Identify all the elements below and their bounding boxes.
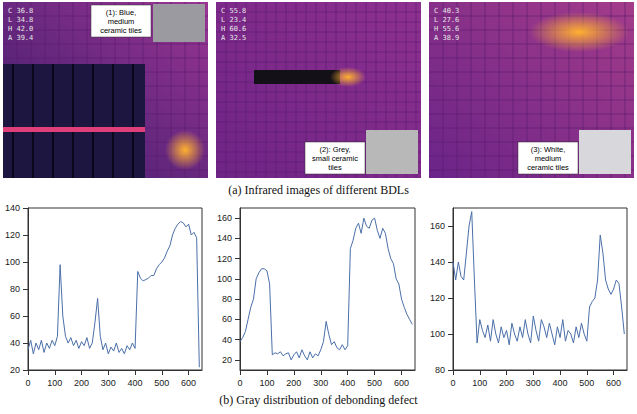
svg-text:100: 100 xyxy=(47,378,62,388)
svg-text:80: 80 xyxy=(222,294,232,304)
svg-text:0: 0 xyxy=(450,378,455,388)
svg-text:500: 500 xyxy=(154,378,169,388)
svg-text:140: 140 xyxy=(5,203,20,213)
svg-text:C 55.8: C 55.8 xyxy=(221,7,246,15)
svg-text:0: 0 xyxy=(25,378,30,388)
svg-text:L 34.8: L 34.8 xyxy=(8,16,33,24)
svg-text:0: 0 xyxy=(237,378,242,388)
svg-text:medium: medium xyxy=(535,154,562,163)
svg-text:300: 300 xyxy=(313,378,328,388)
svg-text:120: 120 xyxy=(430,293,445,303)
svg-text:60: 60 xyxy=(10,311,20,321)
svg-text:100: 100 xyxy=(472,378,487,388)
svg-text:small ceramic: small ceramic xyxy=(312,154,358,163)
svg-text:600: 600 xyxy=(181,378,196,388)
svg-text:400: 400 xyxy=(340,378,355,388)
svg-text:600: 600 xyxy=(606,378,621,388)
svg-text:A 38.9: A 38.9 xyxy=(434,34,459,42)
svg-text:300: 300 xyxy=(526,378,541,388)
svg-text:100: 100 xyxy=(259,378,274,388)
svg-text:400: 400 xyxy=(128,378,143,388)
svg-text:500: 500 xyxy=(579,378,594,388)
svg-text:160: 160 xyxy=(217,213,232,223)
svg-text:200: 200 xyxy=(499,378,514,388)
svg-text:C 40.3: C 40.3 xyxy=(434,7,459,15)
svg-text:L 27.6: L 27.6 xyxy=(434,16,459,24)
svg-text:(1): Blue,: (1): Blue, xyxy=(106,8,136,17)
svg-text:300: 300 xyxy=(101,378,116,388)
svg-text:120: 120 xyxy=(5,230,20,240)
svg-text:80: 80 xyxy=(10,284,20,294)
svg-text:100: 100 xyxy=(430,329,445,339)
svg-text:C 36.8: C 36.8 xyxy=(8,7,33,15)
svg-text:H 55.6: H 55.6 xyxy=(434,25,459,33)
svg-text:20: 20 xyxy=(10,365,20,375)
svg-text:(3): White,: (3): White, xyxy=(531,145,566,154)
svg-text:tiles: tiles xyxy=(328,163,342,172)
svg-text:ceramic tiles: ceramic tiles xyxy=(527,163,569,172)
html-text:(a) Infrared images of differe: (a) Infrared images of different BDLs xyxy=(228,183,409,197)
svg-text:L 23.4: L 23.4 xyxy=(221,16,246,24)
svg-text:80: 80 xyxy=(435,365,445,375)
svg-text:100: 100 xyxy=(217,274,232,284)
svg-text:A 39.4: A 39.4 xyxy=(8,34,33,42)
svg-text:ceramic tiles: ceramic tiles xyxy=(100,26,142,35)
svg-text:400: 400 xyxy=(553,378,568,388)
svg-text:200: 200 xyxy=(286,378,301,388)
svg-text:100: 100 xyxy=(5,257,20,267)
svg-text:200: 200 xyxy=(74,378,89,388)
svg-text:H 42.0: H 42.0 xyxy=(8,25,33,33)
svg-text:medium: medium xyxy=(108,17,135,26)
svg-text:160: 160 xyxy=(430,221,445,231)
svg-text:500: 500 xyxy=(367,378,382,388)
svg-text:A 32.5: A 32.5 xyxy=(221,34,246,42)
svg-text:60: 60 xyxy=(222,314,232,324)
svg-text:H 60.6: H 60.6 xyxy=(221,25,246,33)
svg-text:40: 40 xyxy=(10,338,20,348)
svg-text:600: 600 xyxy=(394,378,409,388)
svg-text:140: 140 xyxy=(430,257,445,267)
svg-text:40: 40 xyxy=(222,335,232,345)
html-text:(b) Gray distribution of debon: (b) Gray distribution of debonding defec… xyxy=(219,393,418,407)
svg-text:(2): Grey,: (2): Grey, xyxy=(319,145,350,154)
svg-text:140: 140 xyxy=(217,233,232,243)
svg-text:120: 120 xyxy=(217,254,232,264)
svg-text:20: 20 xyxy=(222,355,232,365)
